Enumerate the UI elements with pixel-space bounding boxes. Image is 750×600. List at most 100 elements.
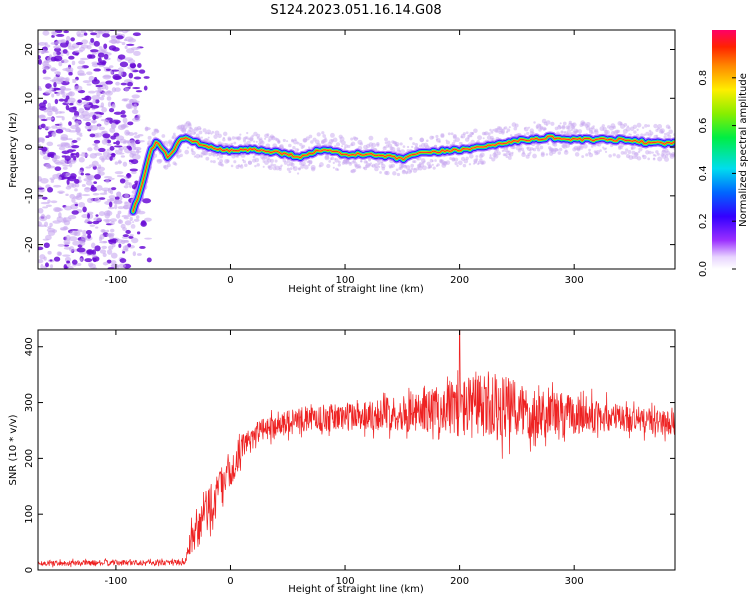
noise-speckle	[53, 45, 62, 49]
noise-speckle	[106, 90, 111, 94]
noise-speckle	[93, 68, 101, 72]
noise-speckle	[108, 107, 115, 113]
halo-speckle	[656, 152, 660, 156]
halo-speckle	[395, 168, 399, 172]
noise-speckle	[105, 155, 110, 161]
noise-speckle	[42, 76, 52, 80]
noise-speckle	[103, 119, 110, 126]
halo-speckle	[574, 152, 580, 157]
noise-speckle	[127, 132, 135, 136]
noise-speckle	[107, 177, 115, 180]
halo-speckle	[406, 145, 410, 149]
snr-axes: -100 0 100 200 300 0 100 200 300 400	[24, 330, 675, 587]
noise-speckle	[65, 66, 74, 73]
halo-speckle	[404, 164, 407, 168]
halo-speckle	[540, 152, 545, 158]
halo-speckle	[491, 157, 496, 162]
noise-speckle	[94, 226, 99, 229]
halo-speckle	[217, 157, 220, 160]
noise-speckle	[93, 40, 100, 47]
noise-speckle	[121, 41, 126, 46]
noise-speckle	[108, 206, 115, 210]
noise-speckle	[71, 210, 79, 215]
spectrogram-image	[38, 30, 675, 269]
halo-speckle	[608, 154, 612, 158]
noise-speckle	[111, 243, 116, 248]
halo-speckle	[462, 132, 467, 136]
noise-speckle	[40, 201, 50, 205]
colorbar-tick-label: 0.4	[698, 165, 709, 181]
noise-speckle	[113, 142, 117, 145]
halo-speckle	[350, 137, 354, 141]
noise-speckle	[42, 69, 47, 74]
noise-speckle	[45, 262, 49, 268]
halo-speckle	[431, 135, 435, 139]
colorbar-tick-label: 0.2	[698, 213, 709, 229]
halo-speckle	[330, 132, 335, 138]
noise-speckle	[146, 257, 152, 263]
halo-speckle	[337, 160, 341, 164]
halo-speckle	[546, 120, 551, 125]
figure-title: S124.2023.051.16.14.G08	[270, 3, 441, 18]
halo-speckle	[592, 125, 595, 128]
noise-speckle	[40, 263, 44, 269]
noise-speckle	[143, 85, 148, 91]
halo-speckle	[532, 153, 537, 159]
halo-speckle	[247, 160, 253, 165]
noise-speckle	[92, 51, 98, 55]
noise-speckle	[60, 136, 68, 141]
noise-speckle	[45, 234, 52, 241]
halo-speckle	[426, 139, 429, 143]
halo-speckle	[550, 121, 555, 126]
noise-speckle	[99, 112, 104, 115]
noise-speckle	[127, 81, 134, 87]
halo-speckle	[252, 155, 256, 159]
noise-speckle	[94, 143, 98, 147]
noise-speckle	[102, 91, 108, 95]
noise-speckle	[56, 144, 63, 147]
noise-speckle	[102, 252, 107, 258]
noise-speckle	[46, 214, 51, 220]
noise-speckle	[129, 168, 138, 172]
halo-speckle	[544, 127, 547, 131]
halo-speckle	[436, 163, 440, 167]
halo-speckle	[454, 157, 459, 162]
halo-speckle	[567, 129, 571, 134]
halo-speckle	[246, 131, 249, 135]
halo-speckle	[376, 143, 380, 147]
noise-speckle	[66, 178, 70, 185]
halo-speckle	[529, 128, 534, 133]
noise-speckle	[50, 56, 57, 62]
halo-speckle	[161, 134, 166, 138]
noise-speckle	[59, 86, 67, 91]
noise-speckle	[118, 70, 123, 77]
noise-speckle	[132, 251, 137, 257]
x-tick-label: 100	[335, 275, 354, 286]
x-tick-label: 200	[450, 576, 469, 587]
halo-speckle	[330, 156, 335, 161]
halo-speckle	[310, 140, 314, 144]
noise-speckle	[42, 30, 50, 36]
noise-speckle	[79, 257, 83, 262]
noise-speckle	[110, 220, 115, 226]
noise-speckle	[52, 220, 62, 224]
snr-panel: -100 0 100 200 300 0 100 200 300 400 Height of st…	[8, 329, 676, 595]
halo-speckle	[222, 131, 228, 137]
halo-speckle	[644, 123, 648, 128]
halo-speckle	[667, 134, 672, 139]
halo-speckle	[649, 131, 654, 136]
halo-speckle	[288, 170, 292, 174]
noise-speckle	[129, 216, 133, 222]
halo-speckle	[532, 147, 537, 152]
halo-speckle	[636, 128, 639, 131]
halo-speckle	[468, 163, 472, 166]
noise-speckle	[87, 233, 92, 239]
halo-speckle	[648, 150, 652, 155]
halo-speckle	[664, 156, 670, 162]
snr-frame	[37, 329, 676, 571]
y-tick-label: 0	[24, 567, 35, 573]
noise-speckle	[113, 111, 123, 115]
noise-speckle	[101, 94, 105, 98]
noise-speckle	[90, 104, 100, 109]
